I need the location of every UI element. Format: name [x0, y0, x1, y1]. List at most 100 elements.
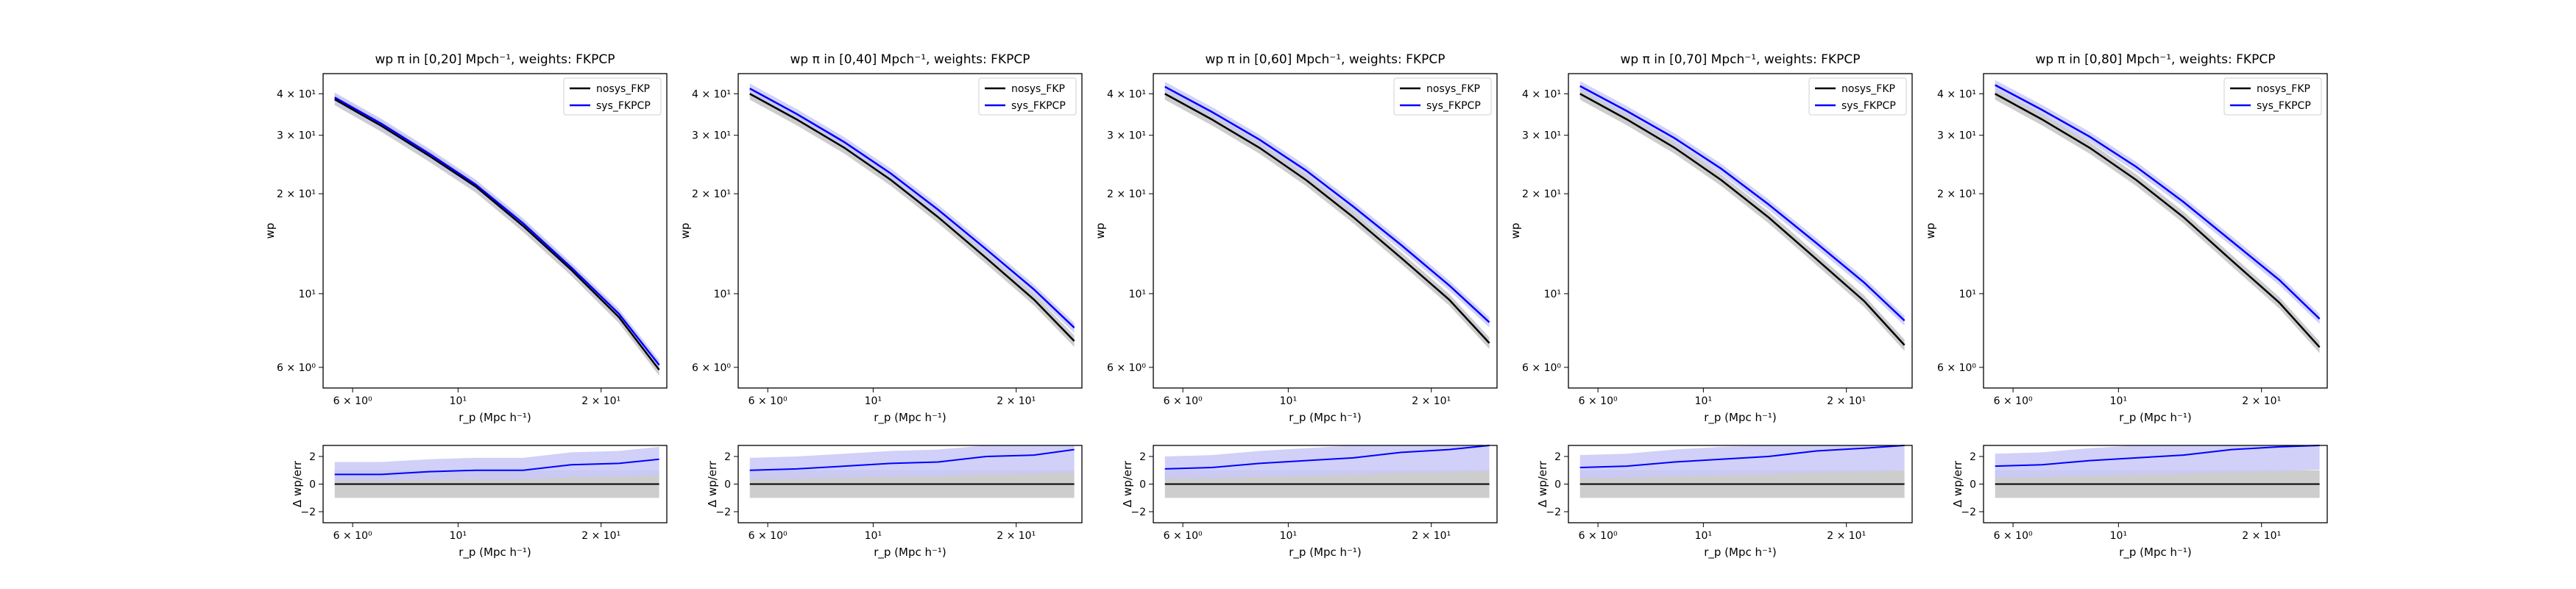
legend-label-sys: sys_FKPCP — [1426, 100, 1481, 112]
nosys-error-band — [1995, 88, 2320, 353]
residual-sys-band — [1995, 445, 2320, 478]
residual-line-sys-fkpcp — [1164, 445, 1490, 470]
y-tick-label: 3 × 10¹ — [1107, 130, 1146, 142]
residual-y-tick-label: 2 — [309, 451, 316, 463]
residual-y-tick-label: 2 — [724, 451, 731, 463]
legend-label-nosys: nosys_FKP — [596, 83, 650, 95]
residual-y-tick-label: 0 — [1554, 479, 1561, 491]
residual-y-tick-label: 0 — [724, 479, 731, 491]
residual-panel: −2 0 2 6 × 10⁰ 10¹ 2 × 10¹ r_p (Mpc h⁻¹) Δ wp/e… — [1951, 445, 2328, 560]
series-line-nosys-fkp — [749, 93, 1075, 342]
y-axis-label: wp — [1924, 223, 1937, 239]
residual-y-tick-label: 2 — [1139, 451, 1146, 463]
y-tick-label: 3 × 10¹ — [277, 130, 316, 142]
sys-error-band — [334, 92, 659, 370]
series-line-sys-fkpcp — [334, 96, 660, 366]
residual-x-tick-label: 2 × 10¹ — [1412, 530, 1451, 542]
residual-x-tick-label: 6 × 10⁰ — [1164, 530, 1203, 542]
nosys-error-band — [1164, 88, 1490, 349]
chart-title: wp π in [0,80] Mpch⁻¹, weights: FKPCP — [2036, 52, 2276, 67]
residual-x-tick-label: 10¹ — [865, 530, 882, 542]
y-tick-label: 2 × 10¹ — [1522, 188, 1561, 200]
residual-y-axis-label: Δ wp/err — [291, 460, 304, 507]
residual-x-axis-label: r_p (Mpc h⁻¹) — [459, 546, 531, 560]
subplot-2: wp π in [0,40] Mpch⁻¹, weights: FKPCP 6 ×… — [679, 52, 1083, 560]
legend-label-sys: sys_FKPCP — [1011, 100, 1066, 112]
sys-error-band — [749, 83, 1075, 334]
residual-x-tick-label: 2 × 10¹ — [581, 530, 620, 542]
y-tick-label: 4 × 10¹ — [1107, 88, 1146, 100]
y-tick-label: 10¹ — [714, 289, 731, 300]
residual-y-axis-label: Δ wp/err — [1951, 460, 1964, 507]
x-tick-label: 10¹ — [2110, 395, 2127, 407]
y-tick-label: 2 × 10¹ — [692, 188, 731, 200]
residual-x-tick-label: 10¹ — [2110, 530, 2127, 542]
legend-label-nosys: nosys_FKP — [2257, 83, 2310, 95]
subplot-4: wp π in [0,70] Mpch⁻¹, weights: FKPCP 6 ×… — [1509, 52, 1913, 560]
residual-x-axis-label: r_p (Mpc h⁻¹) — [1704, 546, 1777, 560]
residual-panel: −2 0 2 6 × 10⁰ 10¹ 2 × 10¹ r_p (Mpc h⁻¹) Δ wp/e… — [1121, 445, 1498, 560]
series-line-nosys-fkp — [1995, 93, 2321, 348]
residual-line-sys-fkpcp — [1579, 445, 1905, 468]
series-line-nosys-fkp — [1164, 93, 1490, 344]
y-axis-label: wp — [1094, 223, 1107, 239]
legend: nosys_FKP sys_FKPCP — [978, 77, 1077, 116]
y-tick-label: 4 × 10¹ — [1937, 88, 1976, 100]
main-axes-frame — [1153, 73, 1498, 389]
residual-line-sys-fkpcp — [334, 458, 659, 476]
nosys-error-band — [334, 94, 659, 376]
y-tick-label: 3 × 10¹ — [692, 130, 731, 142]
x-tick-label: 2 × 10¹ — [1827, 395, 1866, 407]
residual-y-axis-label: Δ wp/err — [1536, 460, 1549, 507]
legend-label-nosys: nosys_FKP — [1011, 83, 1065, 95]
residual-y-tick-label: 2 — [1970, 451, 1976, 463]
x-axis-label: r_p (Mpc h⁻¹) — [1704, 411, 1777, 425]
residual-sys-band — [1579, 445, 1905, 479]
residual-y-axis-label: Δ wp/err — [1121, 460, 1134, 507]
residual-y-tick-label: 0 — [309, 479, 316, 491]
residual-x-tick-label: 2 × 10¹ — [997, 530, 1036, 542]
residual-x-tick-label: 6 × 10⁰ — [1579, 530, 1618, 542]
x-tick-label: 2 × 10¹ — [1412, 395, 1451, 407]
residual-x-tick-label: 6 × 10⁰ — [1994, 530, 2033, 542]
residual-y-tick-label: −2 — [715, 507, 731, 518]
main-axes-frame — [1983, 73, 2328, 389]
legend-label-nosys: nosys_FKP — [1841, 83, 1895, 95]
residual-x-tick-label: 2 × 10¹ — [2242, 530, 2281, 542]
residual-y-tick-label: −2 — [1130, 507, 1146, 518]
y-tick-label: 3 × 10¹ — [1937, 130, 1976, 142]
y-tick-label: 6 × 10⁰ — [1107, 362, 1146, 374]
x-tick-label: 2 × 10¹ — [2242, 395, 2281, 407]
y-tick-label: 2 × 10¹ — [1107, 188, 1146, 200]
legend: nosys_FKP sys_FKPCP — [563, 77, 662, 116]
residual-x-tick-label: 10¹ — [1695, 530, 1712, 542]
y-tick-label: 4 × 10¹ — [277, 88, 316, 100]
chart-title: wp π in [0,60] Mpch⁻¹, weights: FKPCP — [1206, 52, 1446, 67]
x-tick-label: 2 × 10¹ — [997, 395, 1036, 407]
sys-error-band — [1164, 82, 1490, 328]
residual-y-tick-label: −2 — [300, 507, 316, 518]
x-tick-label: 10¹ — [1280, 395, 1297, 407]
legend: nosys_FKP sys_FKPCP — [1393, 77, 1492, 116]
main-axes-frame — [1568, 73, 1913, 389]
residual-y-tick-label: −2 — [1546, 507, 1561, 518]
x-tick-label: 10¹ — [1695, 395, 1712, 407]
legend: nosys_FKP sys_FKPCP — [1808, 77, 1907, 116]
residual-x-axis-label: r_p (Mpc h⁻¹) — [874, 546, 946, 560]
legend-label-sys: sys_FKPCP — [596, 100, 651, 112]
y-tick-label: 4 × 10¹ — [692, 88, 731, 100]
residual-x-tick-label: 6 × 10⁰ — [749, 530, 788, 542]
nosys-error-band — [1579, 88, 1905, 351]
residual-y-tick-label: −2 — [1961, 507, 1976, 518]
y-tick-label: 4 × 10¹ — [1522, 88, 1561, 100]
series-line-sys-fkpcp — [1579, 85, 1906, 322]
residual-panel: −2 0 2 6 × 10⁰ 10¹ 2 × 10¹ r_p (Mpc h⁻¹) Δ wp/e… — [706, 445, 1083, 560]
series-line-nosys-fkp — [1579, 93, 1906, 346]
subplot-1: wp π in [0,20] Mpch⁻¹, weights: FKPCP 6 ×… — [263, 52, 668, 560]
y-tick-label: 6 × 10⁰ — [277, 362, 316, 374]
residual-panel: −2 0 2 6 × 10⁰ 10¹ 2 × 10¹ r_p (Mpc h⁻¹) Δ wp/e… — [1536, 445, 1913, 560]
chart-title: wp π in [0,70] Mpch⁻¹, weights: FKPCP — [1621, 52, 1861, 67]
legend: nosys_FKP sys_FKPCP — [2223, 77, 2322, 116]
x-tick-label: 2 × 10¹ — [581, 395, 620, 407]
